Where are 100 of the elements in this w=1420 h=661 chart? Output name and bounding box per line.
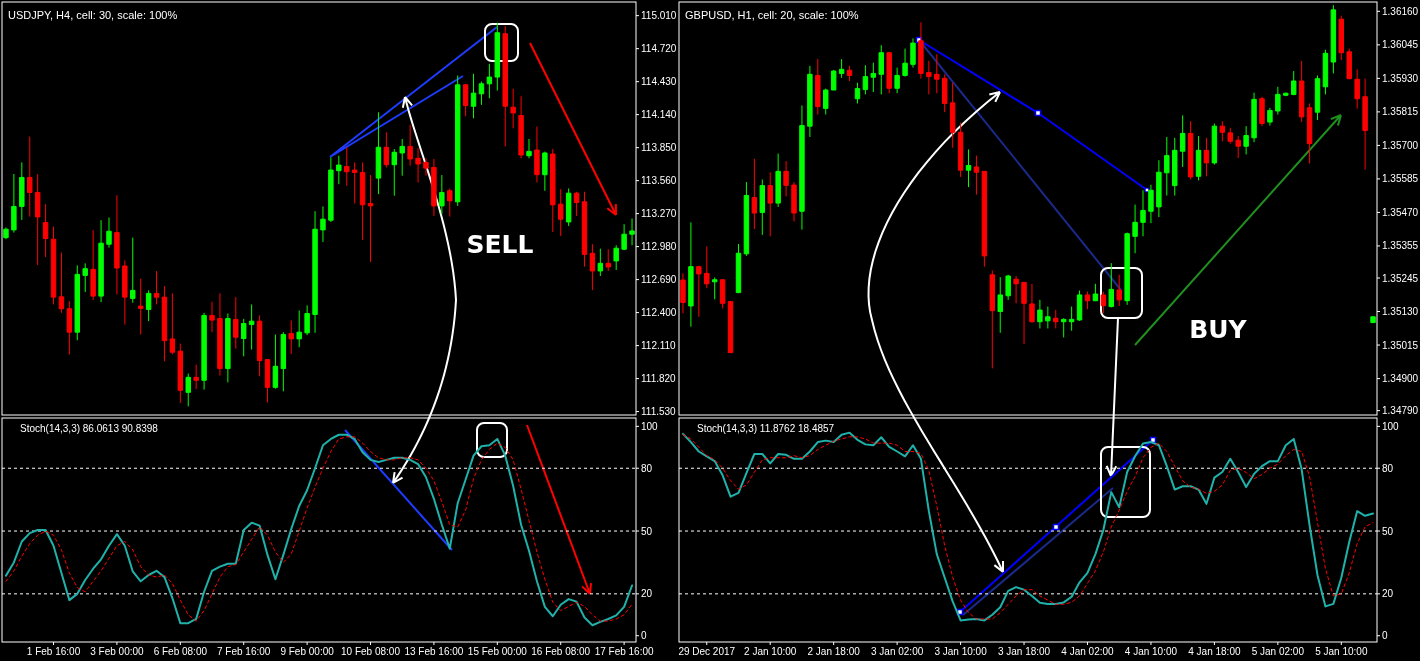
y-tick-label: 1.35815: [1382, 106, 1419, 118]
candlestick: [1068, 306, 1075, 332]
candlestick: [926, 60, 932, 95]
candlestick: [534, 126, 540, 183]
candlestick: [1172, 137, 1178, 197]
candlestick: [383, 131, 390, 168]
candlestick: [1243, 125, 1249, 155]
y-tick-label: 20: [1382, 588, 1394, 600]
candlestick: [1251, 92, 1257, 143]
candlestick: [565, 187, 572, 227]
candlestick: [1219, 120, 1226, 142]
candlestick: [830, 69, 837, 91]
y-tick-label: 114.430: [641, 76, 677, 88]
candlestick: [751, 158, 758, 230]
candlestick: [605, 248, 611, 272]
candlestick: [359, 161, 366, 241]
candlestick: [42, 203, 49, 258]
candlestick: [82, 262, 88, 293]
candlestick: [767, 171, 773, 237]
candlestick: [296, 309, 302, 348]
x-tick-label: 3 Jan 18:00: [997, 646, 1051, 657]
candlestick: [823, 88, 829, 115]
x-tick-label: 29 Dec 2017: [678, 646, 736, 657]
candlestick: [550, 148, 556, 233]
candlestick: [280, 331, 287, 392]
y-tick-label: 1.34790: [1382, 405, 1419, 417]
candlestick: [704, 246, 710, 289]
y-tick-label: 112.110: [641, 340, 677, 352]
candlestick: [240, 318, 247, 357]
candlestick: [1108, 262, 1114, 308]
candlestick: [1370, 316, 1376, 324]
candlestick: [1290, 70, 1297, 96]
y-tick-label: 1.35245: [1382, 272, 1419, 284]
candlestick: [688, 221, 694, 328]
candlestick: [557, 188, 564, 237]
candlestick: [312, 210, 318, 334]
text: Stoch(14,3,3) 86.0613 90.8398: [20, 423, 159, 434]
y-tick-label: 115.010: [641, 10, 677, 22]
candlestick: [58, 252, 65, 314]
y-tick-label: 1.35355: [1382, 240, 1419, 252]
candlestick: [344, 146, 350, 187]
candlestick: [942, 73, 948, 113]
x-tick-label: 5 Jan 10:00: [1315, 646, 1368, 657]
y-tick-label: 1.36045: [1382, 39, 1419, 51]
candlestick: [862, 64, 869, 95]
candlestick: [1021, 281, 1027, 345]
y-tick-label: 112.980: [641, 241, 677, 253]
candlestick: [185, 373, 191, 407]
candlestick: [1156, 159, 1162, 218]
candlestick: [137, 278, 144, 336]
candlestick: [336, 155, 342, 185]
candlestick: [1227, 127, 1233, 145]
candlestick: [1084, 291, 1091, 310]
candlestick: [264, 359, 271, 403]
x-tick-label: 15 Feb 00:00: [467, 646, 528, 657]
y-tick-label: 1.36160: [1382, 5, 1419, 17]
candlestick: [1283, 92, 1289, 97]
candlestick: [34, 173, 41, 266]
y-tick-label: 1.35130: [1382, 306, 1419, 318]
candlestick: [711, 276, 718, 300]
candlestick: [621, 223, 627, 251]
candlestick: [775, 153, 781, 208]
candlestick: [423, 157, 429, 177]
candlestick: [1037, 299, 1043, 329]
x-tick-label: 6 Feb 08:00: [153, 646, 208, 657]
candlestick: [217, 292, 223, 377]
candlestick: [878, 44, 884, 95]
candlestick: [1092, 283, 1099, 302]
candlestick: [1029, 283, 1035, 324]
x-tick-label: 2 Jan 18:00: [807, 646, 861, 657]
candlestick: [870, 62, 877, 93]
candlestick: [1203, 137, 1210, 177]
candlestick: [145, 289, 152, 322]
candlestick: [328, 156, 334, 223]
y-tick-label: 80: [1382, 462, 1394, 474]
candlestick: [934, 53, 940, 94]
y-tick-label: 1.34900: [1382, 373, 1419, 385]
candlestick: [989, 269, 996, 369]
candlestick: [854, 82, 861, 104]
candlestick: [106, 216, 112, 249]
candlestick: [783, 160, 789, 197]
candlestick: [510, 88, 516, 129]
y-tick-label: 0: [1382, 630, 1388, 642]
candlestick: [11, 173, 17, 234]
x-tick-label: 3 Feb 00:00: [90, 646, 145, 657]
y-tick-label: 113.270: [641, 208, 677, 220]
candlestick: [248, 303, 255, 351]
candlestick: [193, 364, 199, 390]
candlestick: [1275, 86, 1281, 115]
x-tick-label: 4 Jan 10:00: [1124, 646, 1178, 657]
candlestick: [407, 124, 413, 167]
candlestick: [1053, 309, 1059, 329]
x-tick-label: 16 Feb 08:00: [531, 646, 591, 657]
candlestick: [114, 194, 120, 295]
candlestick: [597, 248, 604, 277]
x-tick-label: 4 Jan 02:00: [1061, 646, 1115, 657]
candlestick: [1354, 68, 1360, 110]
x-tick-label: 7 Feb 16:00: [217, 646, 271, 657]
y-tick-label: 1.35470: [1382, 206, 1419, 218]
candlestick: [759, 179, 766, 236]
